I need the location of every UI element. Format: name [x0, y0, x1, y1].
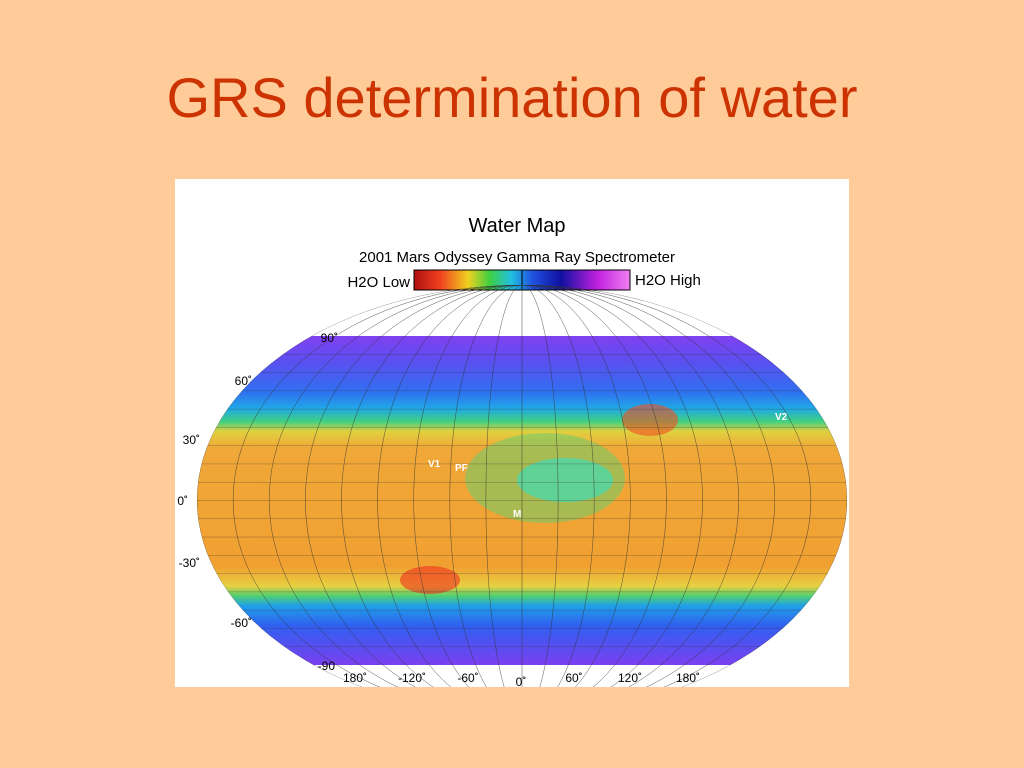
longitude-labels: 180˚ -120˚ -60˚ 0˚ 60˚ 120˚ 180˚ [343, 671, 700, 687]
longitude-label: -60˚ [457, 671, 478, 685]
legend-low: H2O Low [347, 274, 410, 291]
graticule-line [377, 285, 667, 687]
graticule-line [232, 285, 812, 687]
latitude-label: 0˚ [177, 494, 188, 508]
graticule-line [413, 285, 631, 687]
region-label: M [513, 509, 521, 520]
latitude-label: 90˚ [321, 331, 338, 345]
graticule-line [485, 285, 559, 687]
latitude-label: -90 [318, 659, 336, 673]
figure-subtitle: 2001 Mars Odyssey Gamma Ray Spectrometer [359, 249, 675, 266]
dry-patch [400, 566, 460, 594]
longitude-label: 120˚ [618, 671, 642, 685]
latitude-label: 60˚ [235, 374, 252, 388]
graticule-line [268, 285, 776, 687]
dry-patch [622, 404, 678, 436]
graticule-line [341, 285, 703, 687]
graticule [197, 285, 847, 687]
latitude-label: -60˚ [231, 616, 252, 630]
map [197, 285, 847, 687]
latitude-labels: 90˚ 60˚ 30˚ 0˚ -30˚ -60˚ -90 [177, 331, 338, 673]
graticule-line [305, 285, 739, 687]
longitude-label: 180˚ [676, 671, 700, 685]
region-label: V2 [775, 412, 788, 423]
figure-title: Water Map [468, 215, 565, 237]
longitude-label: -120˚ [398, 671, 426, 685]
region-label: PF [455, 463, 468, 474]
water-patch [465, 433, 625, 523]
latitude-label: 30˚ [183, 433, 200, 447]
longitude-label: 60˚ [565, 671, 582, 685]
graticule-line [449, 285, 595, 687]
region-label: V1 [428, 459, 441, 470]
slide-title: GRS determination of water [166, 66, 858, 129]
legend-high: H2O High [635, 272, 701, 289]
latitude-label: -30˚ [179, 556, 200, 570]
longitude-label: 180˚ [343, 671, 367, 685]
water-map-figure: Water Map 2001 Mars Odyssey Gamma Ray Sp… [175, 179, 849, 687]
longitude-label: 0˚ [516, 675, 527, 687]
